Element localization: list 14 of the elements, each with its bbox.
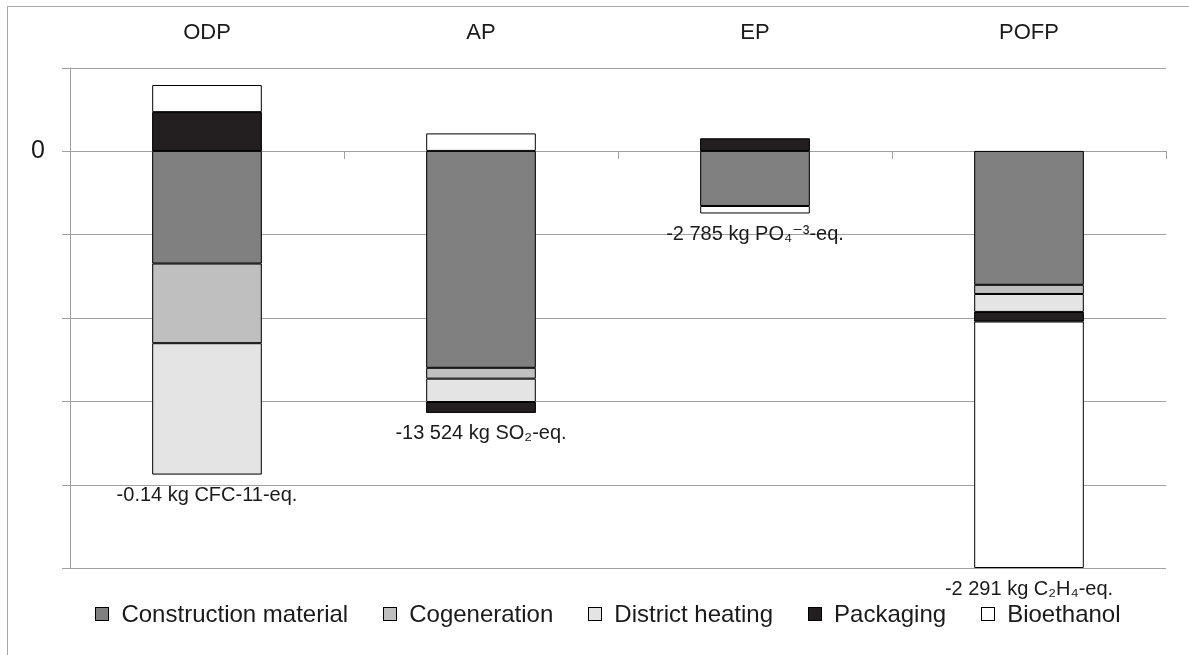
annotation: -13 524 kg SO₂-eq.	[395, 421, 567, 444]
series-label: Bioethanol	[1007, 600, 1121, 628]
legend-label: District heating	[614, 600, 774, 628]
legend-label: Cogeneration	[409, 600, 554, 628]
annotation: -0.14 kg CFC-11-eq.	[116, 483, 298, 506]
ref-line-label: 0	[31, 135, 45, 164]
text: -2 291 kg C₂H₄-eq.	[944, 576, 1114, 599]
x-tick-label: POFP	[999, 19, 1059, 45]
x-tick-label: ODP	[183, 19, 231, 45]
legend-label: Construction material	[121, 600, 349, 628]
x-tick-label: AP	[466, 19, 496, 45]
x-tick-label: EP	[740, 19, 770, 45]
annotation: -2 785 kg PO₄⁻³-eq.	[666, 221, 844, 244]
legend-label: Packaging	[834, 600, 947, 628]
